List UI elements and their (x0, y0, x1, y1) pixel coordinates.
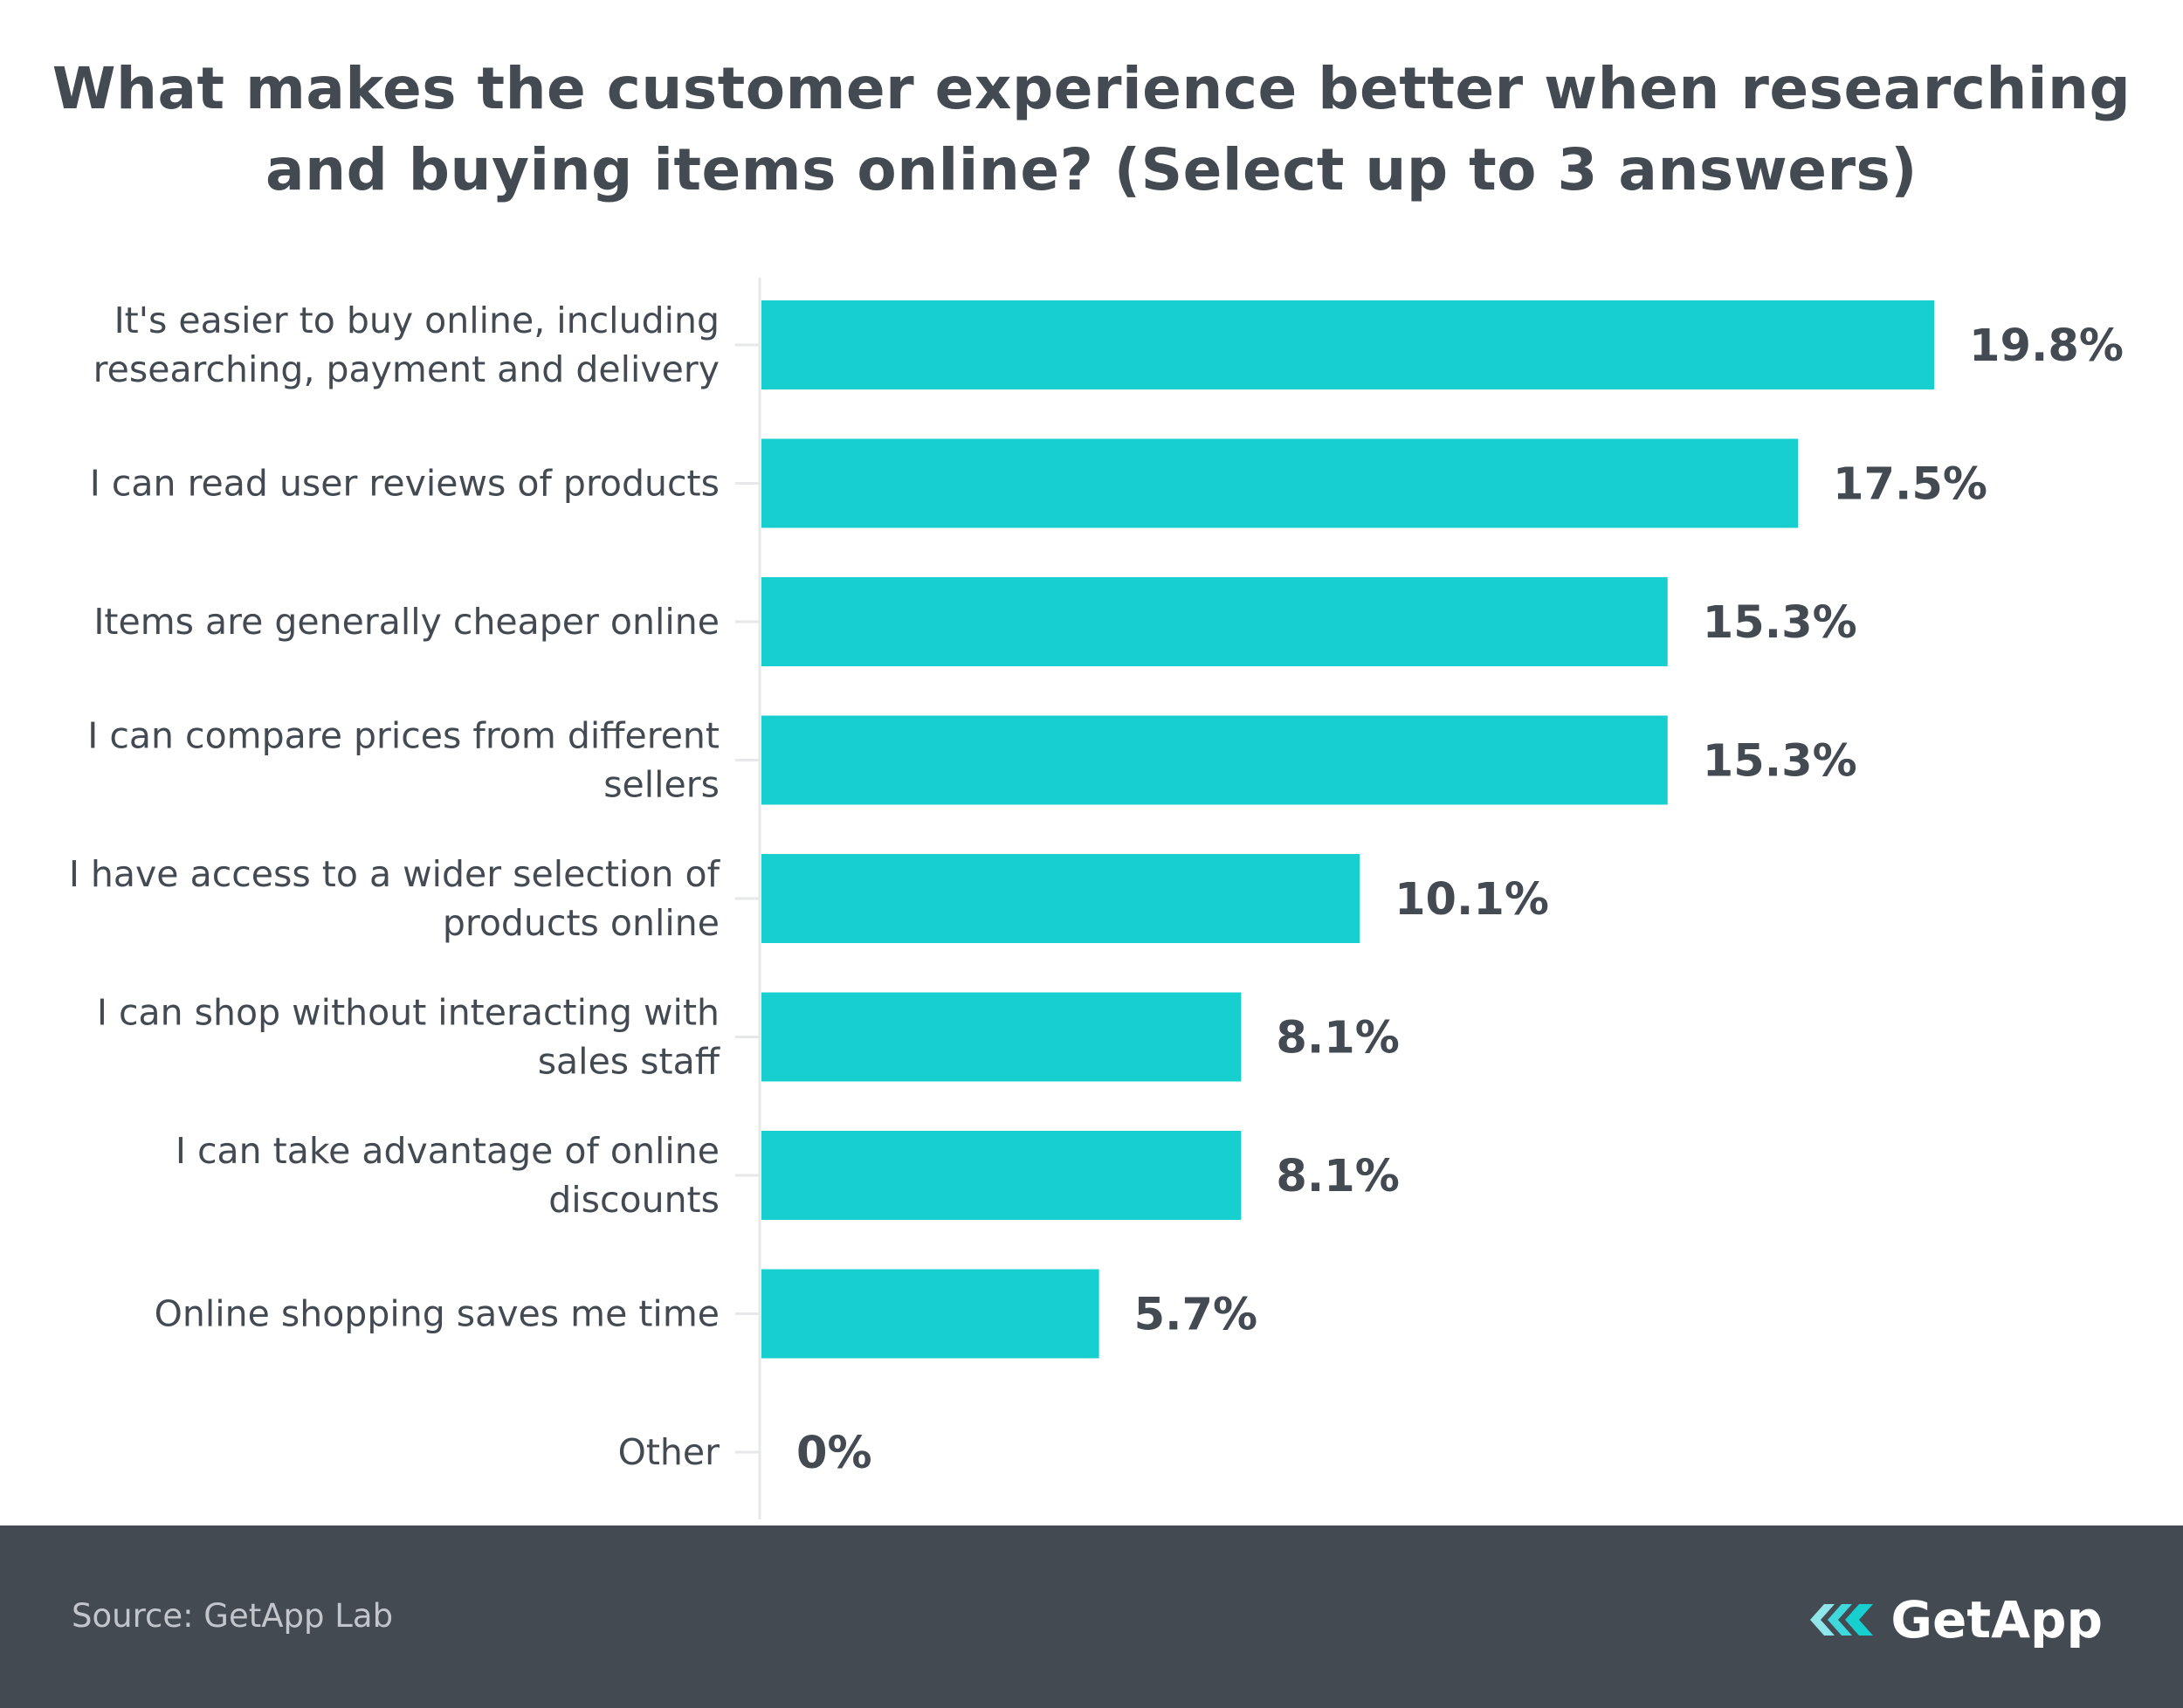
source-note: Source: GetApp Lab (72, 1597, 394, 1635)
chart-title-line-1: What makes the customer experience bette… (52, 55, 2131, 122)
bar (761, 992, 1242, 1082)
category-label-line: discounts (548, 1179, 720, 1221)
category-label-line: Other (618, 1431, 720, 1473)
category-label-line: products online (443, 902, 720, 944)
chart-title: What makes the customer experience bette… (0, 48, 2183, 210)
value-label: 15.3% (1703, 736, 1857, 788)
value-label: 0% (796, 1428, 872, 1479)
category-label: I can shop without interacting with sales… (97, 992, 721, 1083)
category-label: I have access to a wider selection of pro… (69, 853, 721, 944)
value-label: 19.8% (1969, 320, 2124, 372)
bar (761, 715, 1668, 805)
category-label-line: I can read user reviews of products (90, 463, 720, 505)
footer: Source: GetApp Lab GetApp (0, 1525, 2183, 1708)
bar (761, 1131, 1242, 1220)
bar (761, 1269, 1099, 1359)
category-label-line: I can shop without interacting with (97, 992, 720, 1034)
category-label: It's easier to buy online, including rese… (93, 300, 720, 390)
category-label-line: researching, payment and delivery (93, 348, 720, 390)
category-label: I can read user reviews of products (90, 463, 720, 505)
value-label: 10.1% (1395, 874, 1549, 926)
category-label-line: sales staff (538, 1041, 721, 1083)
category-label: I can take advantage of online discounts (176, 1130, 720, 1221)
bar (761, 577, 1668, 666)
category-label-line: sellers (603, 764, 720, 806)
value-label: 8.1% (1276, 1013, 1399, 1064)
category-label-line: I can compare prices from different (87, 715, 720, 757)
value-label: 15.3% (1703, 597, 1857, 649)
bars-group: It's easier to buy online, including rese… (69, 300, 2124, 1479)
bar-chart: It's easier to buy online, including rese… (69, 278, 2124, 1519)
category-label: Online shopping saves me time (155, 1293, 720, 1335)
category-label-line: Online shopping saves me time (155, 1293, 720, 1335)
bar (761, 438, 1798, 528)
getapp-chevrons-icon (1810, 1604, 1874, 1636)
bar (761, 854, 1360, 943)
category-label: Items are generally cheaper online (93, 601, 720, 643)
brand-logo: GetApp (1808, 1576, 2103, 1663)
bar (761, 300, 1934, 389)
category-label-line: I have access to a wider selection of (69, 853, 721, 895)
category-label: I can compare prices from different selle… (87, 715, 720, 806)
brand-name: GetApp (1890, 1590, 2103, 1649)
category-label-line: Items are generally cheaper online (93, 601, 720, 643)
value-label: 17.5% (1833, 459, 1987, 511)
value-label: 8.1% (1276, 1151, 1399, 1202)
category-label-line: It's easier to buy online, including (114, 300, 720, 341)
value-label: 5.7% (1134, 1290, 1257, 1341)
chart-title-line-2: and buying items online? (Select up to 3… (265, 136, 1918, 203)
category-label-line: I can take advantage of online (176, 1130, 720, 1172)
category-label: Other (618, 1431, 720, 1473)
